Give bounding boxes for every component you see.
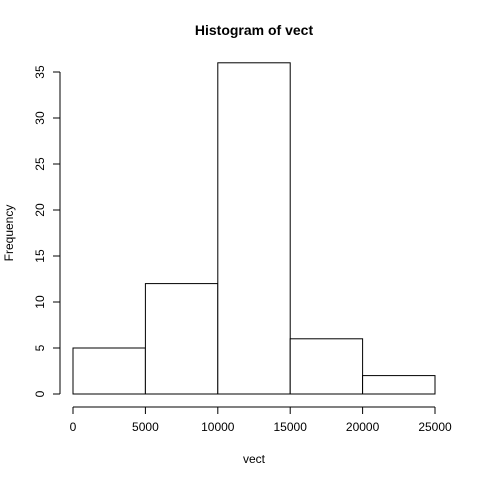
histogram-bar-0 [72, 347, 146, 395]
chart-title: Histogram of vect [195, 22, 314, 38]
x-tick-label-2: 10000 [201, 420, 235, 434]
y-tick-label-5: 25 [33, 157, 47, 171]
y-tick-label-2: 10 [33, 295, 47, 309]
y-tick-label-7: 35 [33, 65, 47, 79]
histogram-bar-4 [362, 375, 436, 395]
y-tick-label-4: 20 [33, 203, 47, 217]
x-axis: 0 5000 10000 15000 20000 25000 [70, 406, 452, 434]
x-tick-label-4: 20000 [346, 420, 380, 434]
x-tick-label-1: 5000 [132, 420, 159, 434]
x-axis-label: vect [243, 452, 266, 466]
y-axis-label: Frequency [2, 205, 16, 262]
y-tick-label-0: 0 [33, 390, 47, 397]
bars-group [72, 62, 436, 395]
histogram-bar-3 [289, 338, 364, 395]
x-tick-label-0: 0 [70, 420, 77, 434]
y-tick-label-6: 30 [33, 111, 47, 125]
y-axis: 0 5 10 15 20 25 30 35 [33, 65, 61, 397]
histogram-bar-1 [144, 283, 219, 395]
x-tick-label-3: 15000 [274, 420, 308, 434]
histogram-bar-2 [217, 62, 291, 395]
x-tick-label-5: 25000 [418, 420, 452, 434]
y-tick-label-3: 15 [33, 249, 47, 263]
y-tick-label-1: 5 [33, 344, 47, 351]
